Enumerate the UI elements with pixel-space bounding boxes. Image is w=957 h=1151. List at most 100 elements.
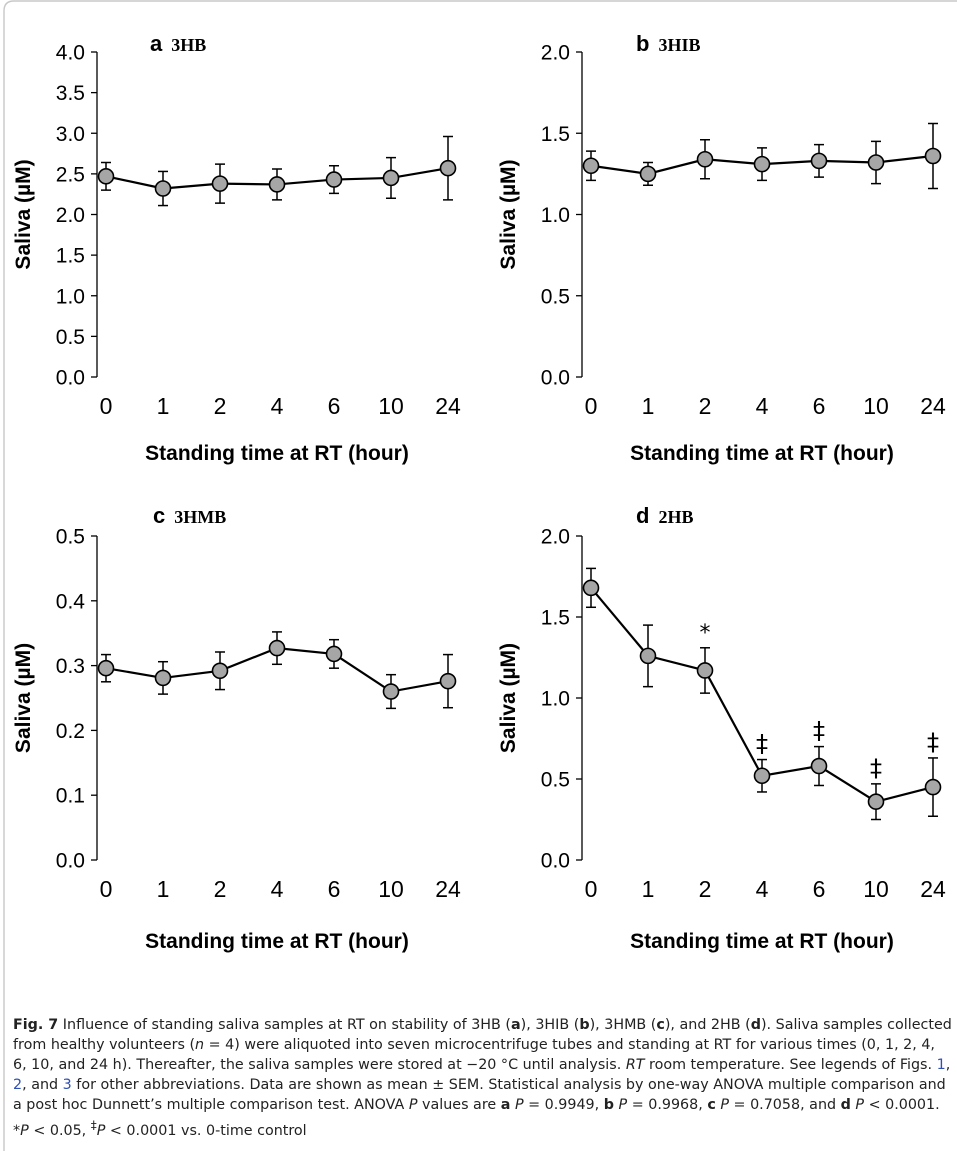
data-point: [639, 647, 657, 665]
caption-run: Influence of standing saliva samples at …: [58, 1017, 511, 1033]
x-tick-label: 0: [100, 876, 113, 902]
caption-run: = 0.9968,: [627, 1097, 708, 1113]
panel-letter: d: [636, 503, 649, 528]
x-tick-label: 1: [642, 393, 655, 419]
data-point: [867, 793, 885, 810]
chart-figure: 0.00.51.01.52.02.53.03.54.00 1 2 4 6 10 24Stan…: [12, 31, 946, 953]
caption-run: ‡: [90, 1118, 97, 1132]
caption-run: ), 3HIB (: [520, 1017, 580, 1033]
x-axis-label: Standing time at RT (hour): [145, 930, 409, 953]
data-point: [439, 672, 457, 690]
y-tick-label: 2.0: [56, 204, 85, 227]
caption-figure-link[interactable]: 1: [936, 1057, 946, 1073]
caption-run: P: [514, 1097, 524, 1113]
figure-label: Fig. 7: [13, 1017, 59, 1033]
panel-compound: 3HMB: [174, 507, 226, 527]
y-tick-label: 0.1: [56, 785, 85, 808]
data-point: [924, 147, 942, 165]
data-point: [810, 152, 828, 170]
caption-run: = 0.7058, and: [729, 1097, 841, 1113]
data-point: [268, 176, 286, 193]
caption-run: c: [707, 1097, 716, 1113]
x-tick-label: 10: [378, 393, 404, 419]
data-point: [810, 757, 828, 775]
caption-run: ), 3HMB (: [589, 1017, 657, 1033]
caption-run: < 0.0001 vs. 0-time control: [105, 1122, 307, 1139]
panel-title: c 3HMB: [153, 503, 226, 528]
data-point: [639, 165, 657, 183]
caption-run: < 0.0001. *: [13, 1097, 940, 1139]
caption-run: P: [855, 1097, 865, 1113]
caption-run: b: [603, 1097, 614, 1113]
panel-compound: 2HB: [658, 507, 693, 527]
y-axis-label: Saliva (µM): [12, 643, 35, 753]
caption-run: P: [720, 1097, 729, 1113]
caption-run: a: [511, 1017, 521, 1033]
caption-run: ), and 2HB (: [664, 1017, 751, 1033]
x-tick-label: 6: [328, 393, 341, 419]
y-tick-label: 0.0: [56, 367, 85, 390]
y-axis-label: Saliva (µM): [12, 159, 35, 269]
significance-mark: ‡: [813, 717, 825, 745]
data-point: [154, 669, 172, 687]
x-tick-label: 4: [271, 876, 284, 902]
y-axis-label: Saliva (µM): [497, 159, 520, 269]
caption-run: P: [618, 1097, 628, 1113]
y-tick-label: 0.5: [56, 526, 85, 549]
x-tick-label: 24: [435, 393, 461, 419]
caption-run: a: [500, 1097, 511, 1113]
y-tick-label: 1.5: [56, 245, 85, 268]
data-point: [154, 180, 172, 197]
y-tick-label: 0.3: [56, 655, 85, 678]
x-tick-label: 2: [699, 876, 712, 902]
y-tick-label: 0.0: [541, 367, 570, 390]
y-tick-label: 0.2: [56, 720, 85, 743]
y-tick-label: 0.5: [541, 769, 570, 792]
caption-run: b: [579, 1017, 590, 1033]
x-tick-label: 0: [585, 876, 598, 902]
data-point: [268, 639, 286, 657]
data-point: [325, 645, 343, 663]
caption-run: d: [750, 1017, 761, 1033]
x-tick-label: 10: [863, 876, 889, 902]
y-tick-label: 3.5: [56, 82, 85, 105]
y-tick-label: 1.0: [56, 285, 85, 308]
y-tick-label: 0.4: [56, 590, 86, 613]
caption-run: c: [656, 1017, 665, 1033]
x-tick-label: 4: [756, 393, 769, 419]
data-point: [924, 778, 942, 796]
caption-run: , and: [22, 1077, 63, 1093]
data-point: [696, 150, 714, 168]
y-tick-label: 2.0: [541, 42, 570, 65]
significance-mark: ‡: [870, 754, 882, 782]
x-tick-label: 6: [813, 876, 826, 902]
y-tick-label: 2.0: [541, 526, 570, 549]
x-tick-label: 24: [920, 393, 946, 419]
y-tick-label: 4.0: [56, 42, 85, 65]
figure-caption: Fig. 7 Influence of standing saliva samp…: [13, 1015, 953, 1141]
caption-run: d: [840, 1097, 851, 1113]
y-tick-label: 2.5: [56, 163, 85, 186]
caption-run: P: [96, 1122, 106, 1139]
caption-text: Influence of standing saliva samples at …: [13, 1017, 952, 1139]
x-tick-label: 0: [100, 393, 113, 419]
x-tick-label: 4: [271, 393, 284, 419]
panel-title: a 3HB: [150, 31, 206, 56]
data-point: [211, 175, 229, 192]
caption-figure-link[interactable]: 3: [62, 1077, 72, 1093]
data-point: [97, 168, 115, 185]
data-point: [325, 171, 343, 188]
x-tick-label: 2: [699, 393, 712, 419]
x-tick-label: 1: [157, 393, 170, 419]
data-point: [97, 659, 115, 677]
data-point: [439, 159, 457, 177]
data-point: [582, 157, 600, 175]
caption-run: P: [408, 1097, 418, 1113]
y-tick-label: 1.0: [541, 204, 570, 227]
caption-figure-link[interactable]: 2: [13, 1077, 23, 1093]
x-tick-label: 24: [435, 876, 461, 902]
significance-mark: ‡: [756, 730, 768, 758]
caption-run: for other abbreviations. Data are shown …: [13, 1077, 946, 1113]
